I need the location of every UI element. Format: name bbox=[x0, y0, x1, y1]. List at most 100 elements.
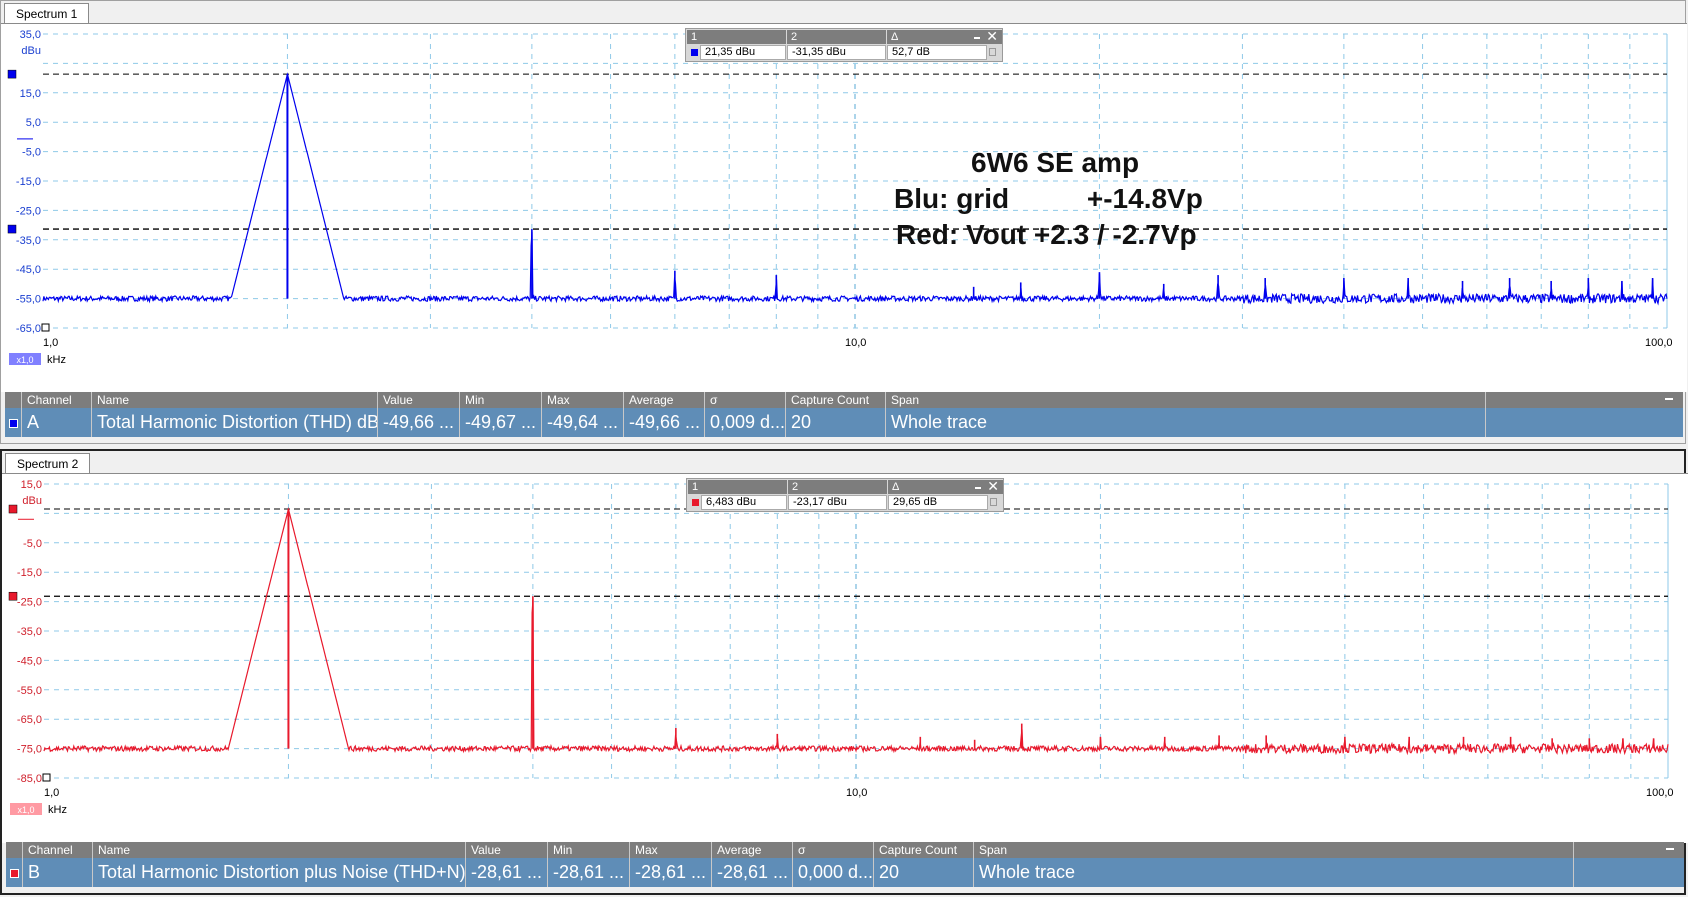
x-tick-label: 10,0 bbox=[845, 337, 866, 349]
table-cell: -49,66 ... bbox=[378, 408, 460, 437]
column-header[interactable]: Channel bbox=[23, 842, 93, 858]
y-tick-label: -65,0 bbox=[17, 714, 42, 726]
x-tick-label: 1,0 bbox=[43, 337, 58, 349]
table-cell: -28,61 ... bbox=[466, 858, 548, 887]
column-header[interactable]: σ bbox=[793, 842, 874, 858]
table-cell: -28,61 ... bbox=[712, 858, 793, 887]
cursor-2-header: 2 bbox=[787, 30, 886, 44]
table-cell: -49,66 ... bbox=[624, 408, 705, 437]
minimize-icon[interactable] bbox=[975, 487, 981, 489]
measurement-table-1: Channel Name Value Min Max Average σ Capture Co… bbox=[5, 392, 1683, 437]
column-header[interactable]: Capture Count bbox=[786, 392, 886, 408]
collapse-icon[interactable] bbox=[1665, 398, 1673, 400]
y-tick-label: -35,0 bbox=[17, 626, 42, 638]
table-cell: 20 bbox=[874, 858, 974, 887]
column-header[interactable]: Name bbox=[93, 842, 466, 858]
channel-swatch-cell bbox=[6, 858, 23, 887]
spectrum-chart-2[interactable]: 15,0 -5,0 -15,0 -25,0 -35,0 -45,0 -55,0 -65,0 -7… bbox=[2, 474, 1688, 843]
cursor-handle-2 bbox=[7, 224, 17, 234]
scale-badge bbox=[10, 803, 42, 815]
plot-area-1: 35,0 15,0 5,0 -5,0 -15,0 -25,0 -35,0 -45,0 -55,0… bbox=[1, 23, 1687, 392]
swatch-header bbox=[6, 842, 23, 858]
cursor-1-header: 1 bbox=[688, 480, 787, 494]
origin-marker bbox=[42, 773, 51, 782]
spectrum-panel-1: Spectrum 1 35,0 15,0 5,0 -5,0 -15,0 -25,0 -35,… bbox=[0, 0, 1687, 444]
x-tick-label: 1,0 bbox=[44, 787, 59, 799]
channel-color-swatch bbox=[9, 419, 18, 428]
y-tick-label: -65,0 bbox=[16, 323, 41, 335]
column-header[interactable]: Value bbox=[466, 842, 548, 858]
table-cell: B bbox=[23, 858, 93, 887]
table-cell: Total Harmonic Distortion plus Noise (TH… bbox=[93, 858, 466, 887]
y-tick-label: -45,0 bbox=[17, 655, 42, 667]
column-header[interactable]: Capture Count bbox=[874, 842, 974, 858]
column-header[interactable]: Min bbox=[548, 842, 630, 858]
scale-badge-label: x1,0 bbox=[17, 805, 34, 815]
collapse-icon[interactable] bbox=[1666, 848, 1674, 850]
column-header[interactable]: Value bbox=[378, 392, 460, 408]
x-tick-label: 10,0 bbox=[846, 787, 867, 799]
y-tick-label: -25,0 bbox=[16, 205, 41, 217]
swatch-header bbox=[5, 392, 22, 408]
close-icon[interactable]: ✕ bbox=[987, 478, 999, 494]
spectrum-chart-1[interactable]: 35,0 15,0 5,0 -5,0 -15,0 -25,0 -35,0 -45,0 -55,0… bbox=[1, 24, 1687, 392]
cursor-handle-1 bbox=[7, 69, 17, 79]
column-header[interactable]: Average bbox=[712, 842, 793, 858]
column-header[interactable]: Max bbox=[630, 842, 712, 858]
lock-icon[interactable] bbox=[989, 48, 996, 56]
table-header: Channel Name Value Min Max Average σ Capture Co… bbox=[6, 842, 1684, 858]
tab-spectrum-1[interactable]: Spectrum 1 bbox=[4, 3, 90, 24]
measurement-table-2: Channel Name Value Min Max Average σ Capture Co… bbox=[6, 842, 1684, 887]
cursor-readout-box-1[interactable]: 1 2 Δ ✕ 21,35 dBu -31,35 dBu 52,7 dB bbox=[685, 28, 1003, 62]
minimize-icon[interactable] bbox=[974, 37, 980, 39]
cursor-readout-box-2[interactable]: 1 2 Δ ✕ 6,483 dBu -23,17 dBu 29,65 dB bbox=[686, 478, 1004, 512]
x-unit-label: kHz bbox=[48, 804, 67, 816]
x-unit-label: kHz bbox=[47, 354, 66, 366]
channel-swatch-cell bbox=[5, 408, 22, 437]
plot-area-2: 15,0 -5,0 -15,0 -25,0 -35,0 -45,0 -55,0 -65,0 -7… bbox=[2, 473, 1688, 843]
close-icon[interactable]: ✕ bbox=[986, 28, 998, 44]
cursor-2-value: -31,35 dBu bbox=[787, 45, 886, 60]
table-row[interactable]: B Total Harmonic Distortion plus Noise (T… bbox=[6, 858, 1684, 887]
channel-color-swatch bbox=[691, 49, 698, 56]
column-header[interactable]: Name bbox=[92, 392, 378, 408]
table-cell: -28,61 ... bbox=[630, 858, 712, 887]
column-header[interactable]: Min bbox=[460, 392, 542, 408]
x-tick-label: 100,0 bbox=[1645, 337, 1673, 349]
cursor-1-header: 1 bbox=[687, 30, 786, 44]
cursor-delta-value: 29,65 dB bbox=[888, 495, 988, 510]
y-tick-label: -75,0 bbox=[17, 744, 42, 756]
table-cell: -49,67 ... bbox=[460, 408, 542, 437]
tab-spectrum-2[interactable]: Spectrum 2 bbox=[5, 453, 91, 474]
x-tick-label: 100,0 bbox=[1646, 787, 1674, 799]
spectrum-trace bbox=[43, 506, 1669, 756]
column-header[interactable]: Max bbox=[542, 392, 624, 408]
column-header[interactable]: Average bbox=[624, 392, 705, 408]
column-header[interactable]: Span bbox=[974, 842, 1574, 858]
table-cell: Total Harmonic Distortion (THD) dB bbox=[92, 408, 378, 437]
y-tick-label: -5,0 bbox=[23, 538, 42, 550]
cursor-handle-1 bbox=[8, 504, 18, 514]
table-header: Channel Name Value Min Max Average σ Capture Co… bbox=[5, 392, 1683, 408]
y-tick-label: -55,0 bbox=[17, 685, 42, 697]
y-tick-label: -85,0 bbox=[17, 773, 42, 785]
annotation-line-2: Blu: grid +-14.8Vp bbox=[894, 183, 1203, 214]
table-cell: 20 bbox=[786, 408, 886, 437]
column-header[interactable]: Span bbox=[886, 392, 1486, 408]
cursor-delta-header: Δ bbox=[887, 30, 1002, 44]
y-unit-label: dBu bbox=[22, 495, 42, 507]
cursor-2-header: 2 bbox=[788, 480, 887, 494]
table-cell: 0,009 d... bbox=[705, 408, 786, 437]
y-tick-label: 5,0 bbox=[26, 117, 41, 129]
y-tick-label: -15,0 bbox=[17, 567, 42, 579]
y-tick-label: -25,0 bbox=[17, 597, 42, 609]
cursor-delta-value: 52,7 dB bbox=[887, 45, 987, 60]
lock-icon[interactable] bbox=[990, 498, 997, 506]
column-header[interactable]: Channel bbox=[22, 392, 92, 408]
table-row[interactable]: A Total Harmonic Distortion (THD) dB -49,6… bbox=[5, 408, 1683, 437]
cursor-delta-header: Δ bbox=[888, 480, 1003, 494]
y-tick-label: 15,0 bbox=[21, 479, 42, 491]
channel-color-swatch bbox=[692, 499, 699, 506]
y-tick-label: -5,0 bbox=[22, 147, 41, 159]
column-header[interactable]: σ bbox=[705, 392, 786, 408]
